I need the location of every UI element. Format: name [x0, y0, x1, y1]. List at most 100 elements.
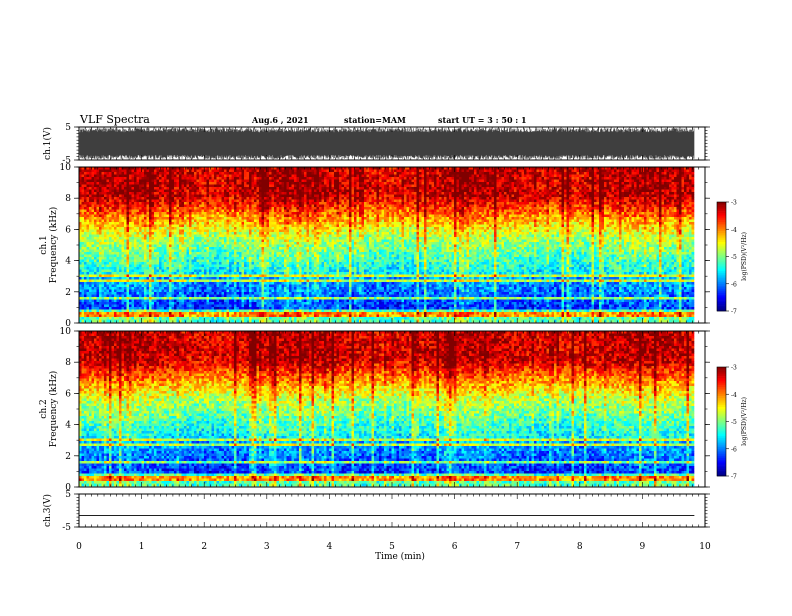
ch1-spectrogram-cell — [369, 175, 372, 178]
ch1-spectrogram-cell — [107, 205, 110, 208]
ch1-spectrogram-cell — [659, 205, 662, 208]
ch1-spectrogram-cell — [412, 187, 415, 190]
ch1-spectrogram-cell — [419, 192, 422, 195]
ch1-spectrogram-cell — [122, 170, 125, 173]
ch1-spectrogram-cell — [137, 207, 140, 210]
ch1-spectrogram-cell — [294, 170, 297, 173]
ch1-spectrogram-cell — [182, 175, 185, 178]
ch1-spectrogram-cell — [252, 172, 255, 175]
ch1-spectrogram-cell — [184, 205, 187, 208]
ch1-spectrogram-cell — [267, 197, 270, 200]
ch1-spectrogram-cell — [597, 172, 600, 175]
ch1-spectrogram-cell — [144, 190, 147, 193]
ch1-spectrogram-cell — [227, 215, 230, 218]
ch1-spectrogram-cell — [387, 205, 390, 208]
ch1-spectrogram-cell — [524, 185, 527, 188]
ch1-spectrogram-cell — [84, 182, 87, 185]
ch1-spectrogram-cell — [134, 207, 137, 210]
ch1-spectrogram-cell — [594, 200, 597, 203]
ch1-spectrogram-cell — [174, 207, 177, 210]
ch1-spectrogram-cell — [312, 185, 315, 188]
ch1-spectrogram-cell — [427, 192, 430, 195]
ch1-spectrogram-cell — [132, 192, 135, 195]
ch1-spectrogram-cell — [469, 192, 472, 195]
ch1-spectrogram-cell — [362, 210, 365, 213]
ch1-spectrogram-cell — [414, 170, 417, 173]
ch1-spectrogram-cell — [577, 190, 580, 193]
ch1-spectrogram-cell — [532, 172, 535, 175]
ch1-spectrogram-cell — [434, 192, 437, 195]
ch1-spectrogram-cell — [284, 180, 287, 183]
ch1-spectrogram-cell — [392, 180, 395, 183]
ch1-spectrogram-cell — [192, 205, 195, 208]
ch1-spectrogram-cell — [299, 175, 302, 178]
ch1-spectrogram-cell — [597, 197, 600, 200]
ch1-spectrogram-cell — [369, 212, 372, 215]
ch1-spectrogram-cell — [257, 170, 260, 173]
ch1-spectrogram-cell — [84, 202, 87, 205]
ch1-spectrogram-cell — [574, 177, 577, 180]
ch1-spectrogram-cell — [402, 182, 405, 185]
ch1-spectrogram-cell — [602, 190, 605, 193]
ch1-spectrogram-cell — [332, 175, 335, 178]
ch1-spectrogram-cell — [374, 197, 377, 200]
ch1-spectrogram-cell — [369, 192, 372, 195]
ch1-spectrogram-cell — [172, 207, 175, 210]
ch1-spectrogram-cell — [619, 190, 622, 193]
ch1-spectrogram-cell — [537, 182, 540, 185]
ch1-spectrogram-cell — [479, 202, 482, 205]
ch1-spectrogram-cell — [544, 180, 547, 183]
ch1-spectrogram-cell — [557, 202, 560, 205]
ch1-spectrogram-cell — [174, 202, 177, 205]
ch1-spectrogram-cell — [639, 210, 642, 213]
ch1-spectrogram-cell — [302, 195, 305, 198]
ch1-spectrogram-cell — [474, 170, 477, 173]
ch1-spectrogram-cell — [459, 185, 462, 188]
ch1-spectrogram-cell — [162, 210, 165, 213]
ch1-spectrogram-cell — [89, 200, 92, 203]
ch1-spectrogram-cell — [294, 190, 297, 193]
ch1-spectrogram-cell — [594, 182, 597, 185]
ch1-spectrogram-cell — [212, 197, 215, 200]
ch1-spectrogram-cell — [202, 190, 205, 193]
ch1-spectrogram-cell — [274, 207, 277, 210]
ch1-spectrogram-cell — [407, 195, 410, 198]
ch1-spectrogram-cell — [602, 212, 605, 215]
ch1-spectrogram-cell — [169, 192, 172, 195]
ch1-spectrogram-cell — [337, 192, 340, 195]
ch1-spectrogram-cell — [637, 205, 640, 208]
ch1-spectrogram-cell — [627, 200, 630, 203]
ch1-spectrogram-cell — [674, 195, 677, 198]
ch1-spectrogram-cell — [577, 185, 580, 188]
ch1-spectrogram-cell — [244, 202, 247, 205]
ch1-spectrogram-cell — [414, 185, 417, 188]
ch1-spectrogram-cell — [677, 197, 680, 200]
ch1-spectrogram-cell — [509, 185, 512, 188]
ch1-spectrogram-cell — [564, 172, 567, 175]
ch1-spectrogram-cell — [654, 205, 657, 208]
ch1-spectrogram-cell — [624, 182, 627, 185]
ch1-spectrogram-cell — [574, 192, 577, 195]
ch1-spectrogram-cell — [87, 187, 90, 190]
ch1-spectrogram-cell — [234, 202, 237, 205]
ch1-spectrogram-cell — [172, 177, 175, 180]
ch1-spectrogram-cell — [537, 212, 540, 215]
ch1-spectrogram-cell — [544, 195, 547, 198]
ch1-spectrogram-cell — [187, 192, 190, 195]
ch1-spectrogram-cell — [409, 197, 412, 200]
ch1-spectrogram-cell — [352, 212, 355, 215]
ch1-spectrogram-cell — [457, 175, 460, 178]
ch1-spectrogram-cell — [92, 200, 95, 203]
ch1-spectrogram-cell — [134, 192, 137, 195]
ch1-spectrogram-cell — [327, 170, 330, 173]
ch1-spectrogram-cell — [164, 182, 167, 185]
ch1-spectrogram-cell — [589, 210, 592, 213]
ch1-spectrogram-cell — [292, 182, 295, 185]
ch1-spectrogram-cell — [459, 182, 462, 185]
ch1-spectrogram-cell — [87, 195, 90, 198]
ch1-spectrogram-cell — [614, 200, 617, 203]
ch1-spectrogram-cell — [334, 180, 337, 183]
ch1-spectrogram-cell — [184, 170, 187, 173]
ch1-spectrogram-cell — [394, 200, 397, 203]
ch1-spectrogram-cell — [434, 205, 437, 208]
